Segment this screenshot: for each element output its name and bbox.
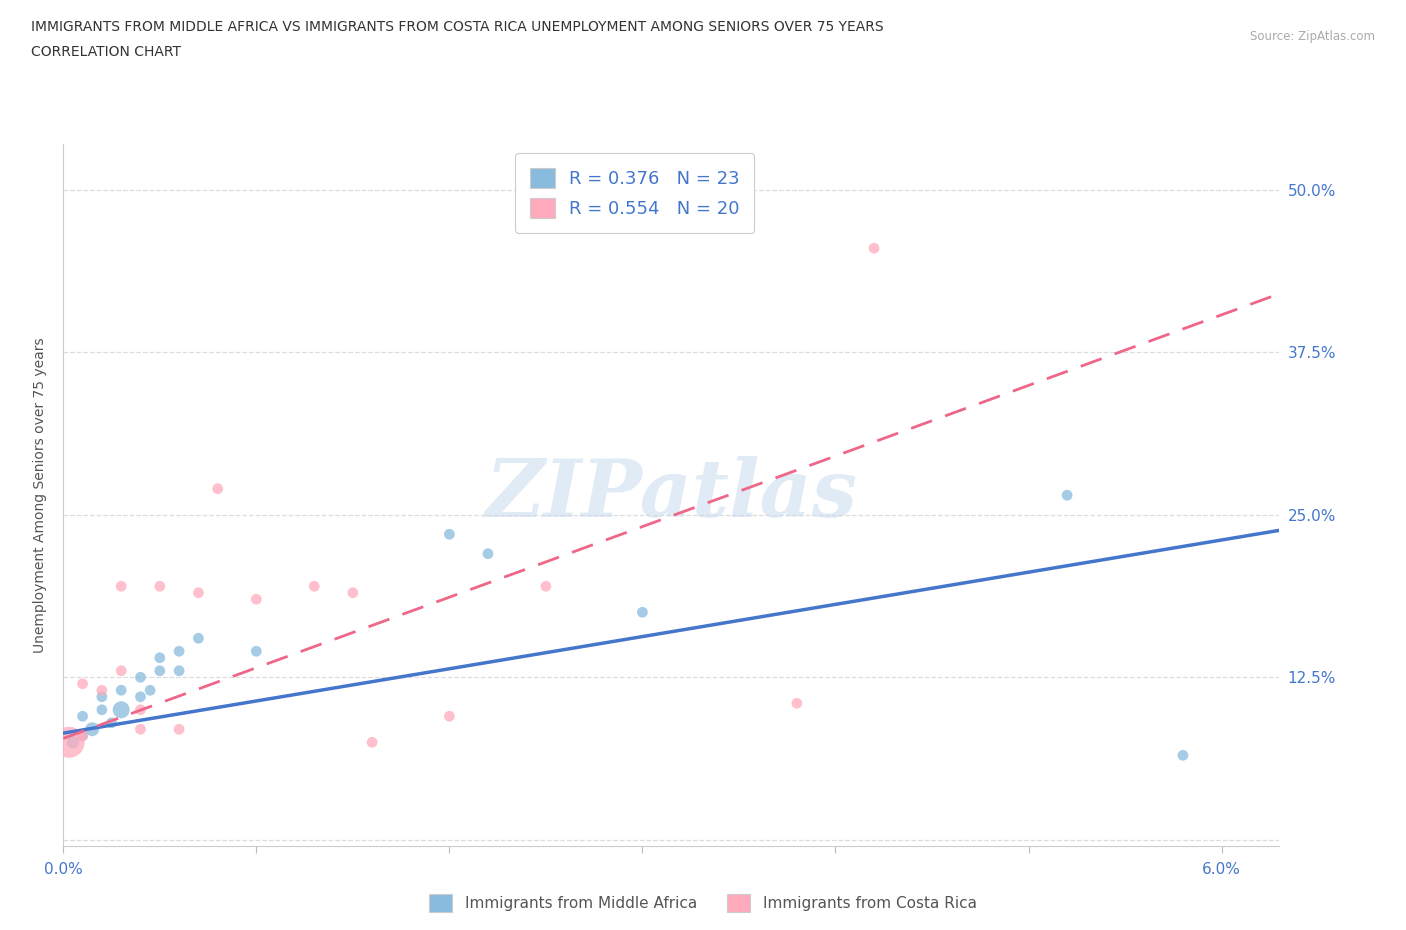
Point (72, 728, 94, 743)
Point (129, 722, 152, 737)
Point (72, 676, 94, 691)
Legend: Immigrants from Middle Africa, Immigrants from Costa Rica: Immigrants from Middle Africa, Immigrant… (423, 888, 983, 918)
Point (110, 578, 132, 593)
Point (100, 715, 122, 730)
Point (631, 604, 654, 619)
Point (167, 663, 190, 678)
Point (90, 689, 112, 704)
Point (167, 722, 190, 737)
Point (302, 578, 325, 593)
Point (1171, 748, 1194, 763)
Point (90, 702, 112, 717)
Point (187, 585, 209, 600)
Point (110, 663, 132, 678)
Point (245, 644, 267, 658)
Point (863, 241, 886, 256)
Point (110, 683, 132, 698)
Point (361, 735, 384, 750)
Point (129, 689, 152, 704)
Text: IMMIGRANTS FROM MIDDLE AFRICA VS IMMIGRANTS FROM COSTA RICA UNEMPLOYMENT AMONG S: IMMIGRANTS FROM MIDDLE AFRICA VS IMMIGRA… (31, 20, 883, 34)
Point (82, 722, 104, 737)
Point (167, 644, 190, 658)
Point (439, 526, 461, 541)
Point (149, 663, 172, 678)
Point (439, 709, 461, 724)
Text: Source: ZipAtlas.com: Source: ZipAtlas.com (1250, 30, 1375, 43)
Point (58, 735, 80, 750)
Point (129, 670, 152, 684)
Point (534, 578, 557, 593)
Point (207, 482, 229, 497)
Point (72, 709, 94, 724)
Point (139, 683, 162, 698)
Point (149, 578, 172, 593)
Text: ZIPatlas: ZIPatlas (485, 457, 858, 534)
Point (62, 735, 84, 750)
Point (786, 696, 808, 711)
Point (342, 585, 364, 600)
Point (110, 702, 132, 717)
Point (90, 683, 112, 698)
Point (245, 591, 267, 606)
Y-axis label: Unemployment Among Seniors over 75 years: Unemployment Among Seniors over 75 years (34, 338, 48, 653)
Point (477, 546, 499, 561)
Point (149, 650, 172, 665)
Point (187, 631, 209, 645)
Point (1056, 488, 1078, 503)
Text: CORRELATION CHART: CORRELATION CHART (31, 45, 181, 59)
Legend: R = 0.376   N = 23, R = 0.554   N = 20: R = 0.376 N = 23, R = 0.554 N = 20 (515, 153, 755, 232)
Point (129, 702, 152, 717)
Point (72, 728, 94, 743)
